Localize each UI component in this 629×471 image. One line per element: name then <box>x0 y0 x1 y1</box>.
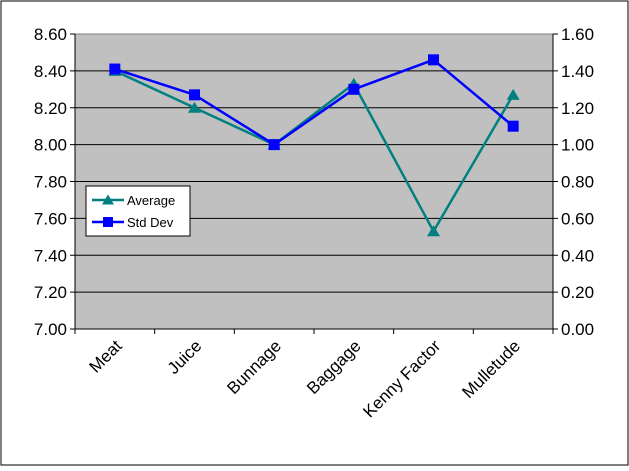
legend-stddev-label: Std Dev <box>127 215 174 230</box>
series-layer <box>108 54 520 237</box>
legend-average-label: Average <box>127 193 175 208</box>
right-tick-label: 0.80 <box>561 173 594 192</box>
left-tick-label: 8.00 <box>34 136 67 155</box>
right-tick-label: 1.20 <box>561 99 594 118</box>
left-tick-label: 7.20 <box>34 283 67 302</box>
data-point-average <box>506 88 520 100</box>
legend-average-marker <box>102 194 114 205</box>
series-line-std-dev <box>114 58 515 146</box>
left-tick-label: 7.40 <box>34 246 67 265</box>
series-line-average <box>114 69 515 233</box>
right-tick-label: 0.60 <box>561 209 594 228</box>
legend-stddev-marker <box>103 217 113 227</box>
data-point-average <box>427 225 440 237</box>
left-tick-label: 8.60 <box>34 25 67 44</box>
data-point-std-dev <box>268 139 280 151</box>
data-point-std-dev <box>109 63 121 75</box>
legend-box <box>85 185 191 237</box>
left-tick-label: 7.80 <box>34 173 67 192</box>
left-tick-label: 7.00 <box>34 320 67 339</box>
right-tick-label: 1.00 <box>561 136 594 155</box>
left-tick-label: 8.40 <box>34 62 67 81</box>
right-tick-label: 1.40 <box>561 62 594 81</box>
right-tick-label: 0.00 <box>561 320 594 339</box>
data-point-std-dev <box>507 120 519 132</box>
left-tick-label: 7.60 <box>34 209 67 228</box>
data-point-std-dev <box>189 89 200 101</box>
right-tick-label: 0.20 <box>561 283 594 302</box>
data-point-std-dev <box>348 83 360 95</box>
legend: Average Std Dev <box>85 185 191 237</box>
left-tick-label: 8.20 <box>34 99 67 118</box>
right-tick-label: 1.60 <box>561 25 594 44</box>
left-axis-ticks: 7.00 7.20 7.40 7.60 7.80 8.00 8.20 8.40 8.60 <box>34 25 75 339</box>
data-point-std-dev <box>428 54 439 66</box>
right-tick-label: 0.40 <box>561 246 594 265</box>
data-point-average <box>188 101 201 113</box>
right-axis-ticks: 0.00 0.20 0.40 0.60 0.80 1.00 1.20 1.40 1.60 <box>553 25 594 339</box>
